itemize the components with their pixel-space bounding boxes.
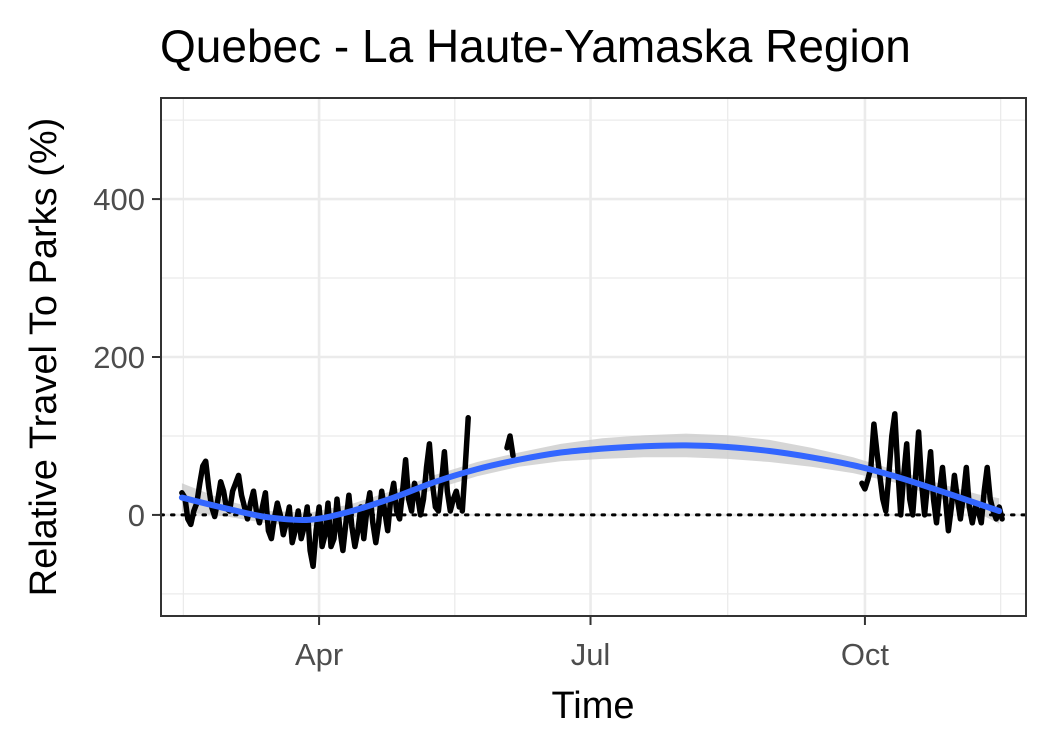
series-line-segment [459, 415, 471, 514]
chart-title: Quebec - La Haute-Yamaska Region [160, 20, 911, 72]
x-tick-label: Jul [571, 637, 611, 672]
x-tick-label: Apr [295, 637, 343, 672]
observed-series-layer [179, 411, 1005, 570]
x-tick-label: Oct [841, 637, 890, 672]
series-line-segment [504, 433, 516, 459]
x-axis: Apr Jul Oct [295, 616, 889, 672]
y-tick-label: 200 [93, 340, 145, 375]
smooth-line [178, 442, 1003, 523]
y-tick-label: 400 [93, 182, 145, 217]
series-line-segment [868, 411, 1005, 534]
y-axis-title: Relative Travel To Parks (%) [23, 118, 65, 597]
x-axis-title: Time [551, 685, 634, 727]
series-line-segment [859, 464, 874, 492]
y-tick-label: 0 [128, 498, 145, 533]
smooth-line-layer [178, 442, 1003, 523]
y-axis: 0 200 400 [93, 182, 161, 533]
